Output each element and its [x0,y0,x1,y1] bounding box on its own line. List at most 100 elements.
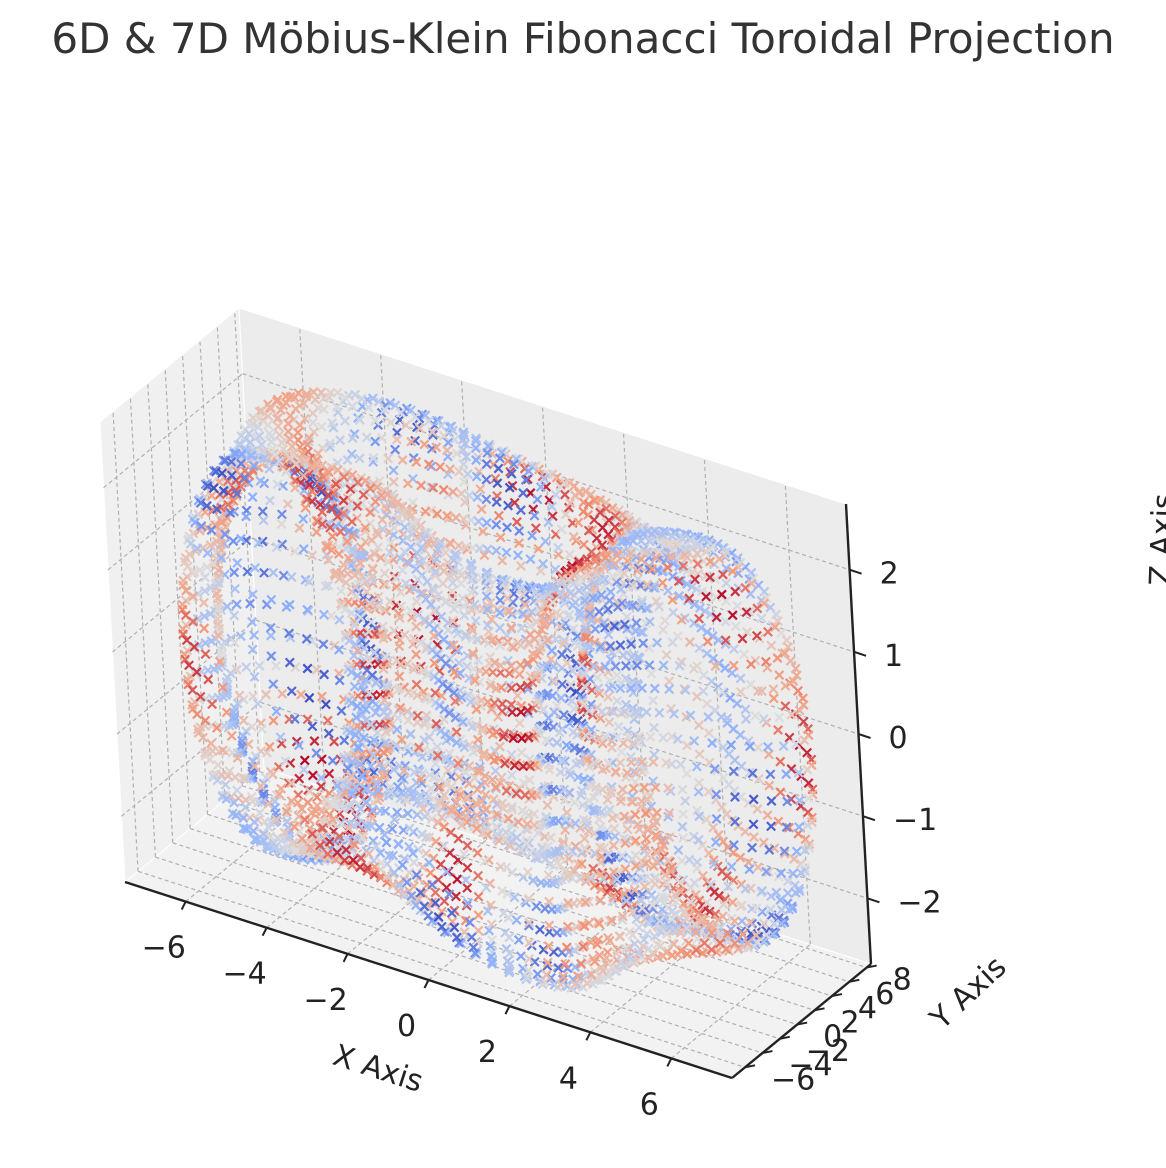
data-point [264,428,275,439]
data-point [579,669,590,680]
data-point [216,553,227,563]
data-point [207,699,218,710]
data-point [182,561,193,572]
data-point [264,495,275,506]
data-point [527,677,538,688]
data-point [307,408,318,419]
data-point [323,728,334,739]
data-point [443,437,454,448]
data-point [358,489,369,500]
data-point [271,814,282,825]
data-point [642,794,653,805]
data-point [268,567,279,578]
data-point [458,717,469,728]
data-point [382,681,392,692]
data-point [605,654,616,665]
data-point [250,562,260,573]
data-point [462,862,473,873]
data-point [200,715,211,726]
data-point [544,764,555,775]
data-point [703,848,714,859]
data-point [511,517,522,527]
data-point [481,494,492,505]
data-point [555,859,566,870]
data-point [413,610,424,621]
data-point [525,554,536,565]
data-point [368,835,379,846]
data-point [349,650,359,661]
data-point [290,482,300,493]
data-point [392,713,403,724]
data-point [358,732,369,743]
data-point [711,592,722,603]
data-point [460,438,471,449]
data-point [721,578,732,589]
data-point [758,837,769,848]
data-point [305,843,316,854]
data-point [304,576,315,587]
z-tick-label: −1 [893,803,937,838]
data-point [477,725,488,736]
data-point [704,906,715,917]
data-point [177,580,188,591]
data-point [278,570,289,581]
data-point [376,432,387,443]
data-point [410,411,421,422]
data-point [391,434,402,445]
data-point [547,511,558,522]
data-point [380,737,391,748]
x-tick-label: −2 [303,983,347,1018]
data-point [436,420,447,431]
data-point [694,643,705,654]
data-point [371,779,382,789]
data-point [603,667,614,677]
data-point [226,456,237,467]
data-point [307,721,318,732]
data-point [318,609,329,620]
data-point [527,530,538,541]
data-point [563,853,574,864]
data-point [453,540,464,551]
data-point [348,820,359,831]
data-point [389,625,400,636]
data-point [370,436,381,447]
data-point [464,673,475,684]
data-point [332,387,343,398]
data-point [220,779,231,790]
data-point [192,709,203,720]
data-point [558,837,569,847]
data-point [490,782,501,793]
data-point [345,484,356,495]
data-point [550,489,561,500]
data-point [371,841,382,852]
data-point [217,468,227,479]
data-point [366,571,377,582]
data-point [462,661,472,672]
data-point [428,482,439,493]
data-point [388,850,399,861]
data-point [357,767,368,778]
data-point [338,495,349,506]
data-point [430,758,441,769]
data-point [438,484,449,495]
data-point [428,430,438,440]
data-point [342,455,353,465]
data-point [387,823,398,834]
data-point [419,692,430,703]
data-point [326,503,336,514]
data-point [369,647,380,658]
data-point [276,437,287,448]
data-point [730,621,741,632]
data-point [727,668,738,679]
data-point [442,445,452,456]
data-point [426,814,437,825]
z-axis-label: Z Axis [1143,493,1166,587]
data-point [211,722,222,733]
data-point [648,695,659,706]
data-point [368,750,379,760]
data-point [573,517,584,528]
data-point [609,823,620,834]
data-point [766,640,777,651]
data-point [480,777,490,788]
data-point [298,764,309,775]
